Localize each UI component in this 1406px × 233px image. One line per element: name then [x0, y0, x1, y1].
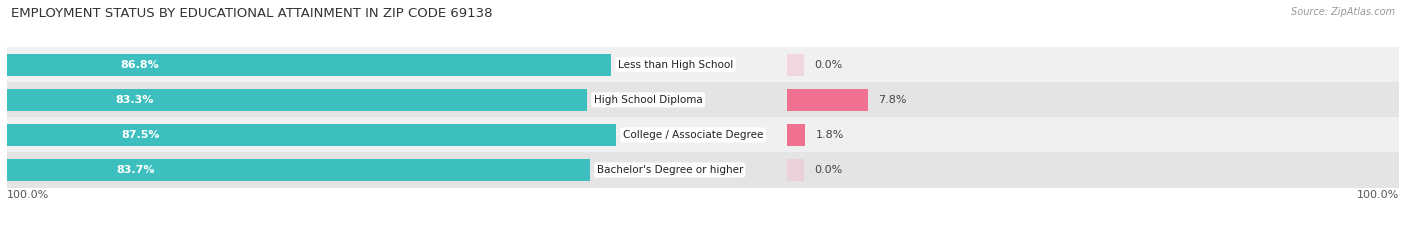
Text: 100.0%: 100.0%: [7, 190, 49, 200]
Text: 83.7%: 83.7%: [115, 165, 155, 175]
Text: College / Associate Degree: College / Associate Degree: [623, 130, 763, 140]
Text: EMPLOYMENT STATUS BY EDUCATIONAL ATTAINMENT IN ZIP CODE 69138: EMPLOYMENT STATUS BY EDUCATIONAL ATTAINM…: [11, 7, 492, 20]
Bar: [7, 82, 1399, 117]
Text: High School Diploma: High School Diploma: [593, 95, 703, 105]
Bar: [786, 124, 806, 146]
Bar: [7, 117, 1399, 152]
Bar: [7, 124, 616, 146]
Bar: [786, 159, 804, 181]
Text: 100.0%: 100.0%: [1357, 190, 1399, 200]
Bar: [786, 54, 804, 76]
Bar: [7, 47, 1399, 82]
Bar: [7, 159, 589, 181]
Text: 83.3%: 83.3%: [115, 95, 153, 105]
Text: 1.8%: 1.8%: [815, 130, 844, 140]
Text: 0.0%: 0.0%: [814, 165, 842, 175]
Bar: [786, 89, 868, 111]
Text: 7.8%: 7.8%: [879, 95, 907, 105]
Text: Less than High School: Less than High School: [619, 60, 734, 70]
Text: 86.8%: 86.8%: [121, 60, 159, 70]
Text: Bachelor's Degree or higher: Bachelor's Degree or higher: [596, 165, 742, 175]
Bar: [7, 89, 586, 111]
Bar: [7, 54, 612, 76]
Text: 87.5%: 87.5%: [122, 130, 160, 140]
Bar: [7, 152, 1399, 188]
Text: 0.0%: 0.0%: [814, 60, 842, 70]
Text: Source: ZipAtlas.com: Source: ZipAtlas.com: [1291, 7, 1395, 17]
